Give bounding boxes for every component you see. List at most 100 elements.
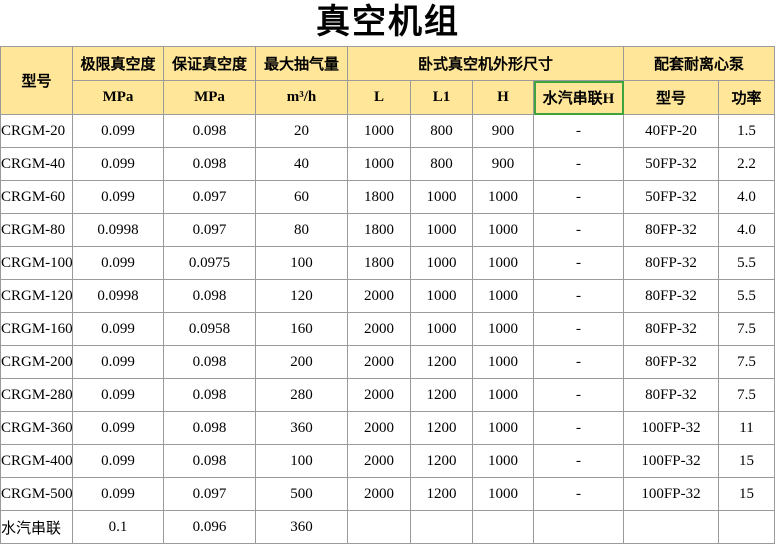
cell: - [532,279,625,313]
header-cell: MPa [163,80,256,115]
empty-cell [347,510,411,544]
cell: 200 [255,345,348,379]
cell: 100 [255,444,348,478]
cell: 0.1 [72,510,164,544]
cell: CRGM-280 [0,378,73,412]
data-row: CRGM-280 0.099 0.098 280 2000 1200 1000-80FP-3… [0,378,776,412]
header-cell: 型号 [623,80,720,115]
cell: CRGM-360 [0,411,73,445]
empty-cell [718,510,776,544]
cell: 水汽串联 [0,510,73,544]
header-row: 型号 极限真空度 保证真空度 最大抽气量 卧式真空机外形尺寸 配套耐离心泵 [0,46,776,115]
cell: - [532,246,625,280]
cell: 360 [255,510,348,544]
cell: CRGM-20 [0,114,73,148]
cell: 500 [255,477,348,511]
cell: 1800 [347,180,411,214]
cell: - [532,444,625,478]
cell: 1800 [347,246,411,280]
data-row: CRGM-20 0.099 0.098 20 1000 800 900-40FP-20 1.5 [0,114,776,148]
data-row: CRGM-60 0.099 0.097 60 1800 1000 1000-50FP-32 4… [0,180,776,214]
cell: 50FP-32 [623,147,720,181]
header-row: MPa MPa m³/h L L1 H 水汽串联H 型号 功率 [1,80,776,115]
cell: 1000 [472,279,534,313]
data-row: CRGM-500 0.099 0.097 500 2000 1200 1000-100FP-… [0,477,776,511]
cell: 1200 [410,444,473,478]
cell: 0.0975 [163,246,256,280]
cell: 2000 [347,312,411,346]
cell: 40 [255,147,348,181]
data-row: 水汽串联 0.1 0.096 360 [0,510,776,544]
cell: 15 [718,444,776,478]
cell: 1200 [410,345,473,379]
cell: 0.096 [163,510,256,544]
header-cell: 极限真空度 [72,46,164,81]
cell: 2.2 [718,147,776,181]
cell: 1000 [472,180,534,214]
cell: - [532,378,625,412]
cell: 1200 [410,411,473,445]
cell: 1000 [472,444,534,478]
cell: 80FP-32 [623,213,720,247]
cell: 1000 [347,147,411,181]
cell: CRGM-160 [0,312,73,346]
cell: 100FP-32 [623,411,720,445]
cell: - [532,345,625,379]
cell: 100 [255,246,348,280]
cell: 0.098 [163,147,256,181]
header-cell: H [472,80,534,115]
cell: - [532,114,625,148]
cell: 0.0998 [72,279,164,313]
data-row: CRGM-40 0.099 0.098 40 1000 800 900-50FP-32 2.2 [0,147,776,181]
cell: 1000 [472,213,534,247]
cell: 1000 [472,312,534,346]
cell: 0.099 [72,147,164,181]
cell: 0.099 [72,411,164,445]
header-cell: 卧式真空机外形尺寸 [346,46,625,81]
cell: 2000 [347,444,411,478]
data-row: CRGM-400 0.099 0.098 100 2000 1200 1000-100FP-… [0,444,776,478]
header-cell: 保证真空度 [163,46,256,81]
cell: 1.5 [718,114,776,148]
cell: 0.098 [163,279,256,313]
cell: 50FP-32 [623,180,720,214]
title: 真空机组 [316,4,460,41]
header-cell: 功率 [718,80,776,115]
cell: 1000 [472,477,534,511]
cell: 900 [472,147,534,181]
cell: 7.5 [718,312,776,346]
cell: - [532,411,625,445]
cell: 0.097 [163,477,256,511]
cell: CRGM-200 [0,345,73,379]
cell: 1000 [410,213,473,247]
data-row: CRGM-120 0.0998 0.098 120 2000 1000 1000-80FP-… [0,279,776,313]
cell: - [532,213,625,247]
cell: 1000 [410,246,473,280]
cell: CRGM-80 [0,213,73,247]
cell: 0.098 [163,114,256,148]
data-row: CRGM-160 0.099 0.0958 160 2000 1000 1000-80FP-… [0,312,776,346]
cell: 4.0 [718,180,776,214]
cell: 0.098 [163,444,256,478]
cell: 100FP-32 [623,444,720,478]
cell: CRGM-400 [0,444,73,478]
cell: 2000 [347,345,411,379]
cell: 4.0 [718,213,776,247]
cell: 0.098 [163,378,256,412]
cell: 1000 [472,246,534,280]
header-cell: 型号 [0,46,73,115]
cell: 0.097 [163,213,256,247]
cell: 1200 [410,477,473,511]
cell: CRGM-60 [0,180,73,214]
cell: 2000 [347,279,411,313]
cell: 7.5 [718,378,776,412]
cell: CRGM-120 [0,279,73,313]
cell: 280 [255,378,348,412]
header-cell: 水汽串联H [532,80,625,115]
cell: 1800 [347,213,411,247]
header-cell: 最大抽气量 [255,46,348,81]
data-row: CRGM-100 0.099 0.0975 100 1800 1000 1000-80FP-… [0,246,776,280]
cell: 0.0958 [163,312,256,346]
cell: 40FP-20 [623,114,720,148]
cell: 0.099 [72,444,164,478]
